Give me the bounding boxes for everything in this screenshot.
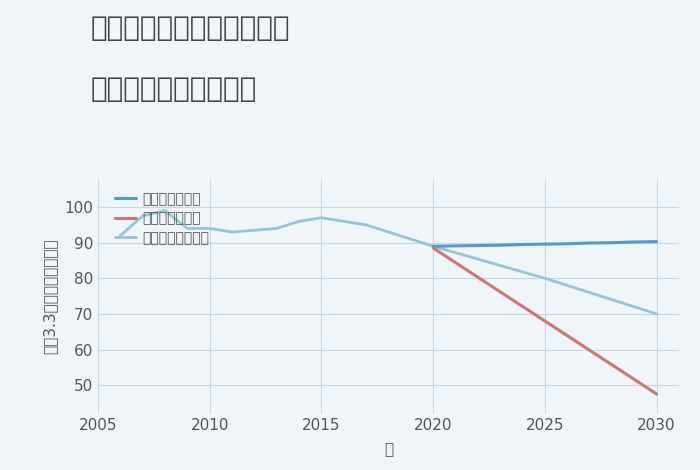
Legend: グッドシナリオ, バッドシナリオ, ノーマルシナリオ: グッドシナリオ, バッドシナリオ, ノーマルシナリオ [111,188,214,250]
Text: 中古戸建ての価格推移: 中古戸建ての価格推移 [91,75,258,103]
Text: 兵庫県姫路市飾磨区中島の: 兵庫県姫路市飾磨区中島の [91,14,290,42]
Y-axis label: 坪（3.3㎡）単価（万円）: 坪（3.3㎡）単価（万円） [42,238,57,354]
X-axis label: 年: 年 [384,442,393,457]
